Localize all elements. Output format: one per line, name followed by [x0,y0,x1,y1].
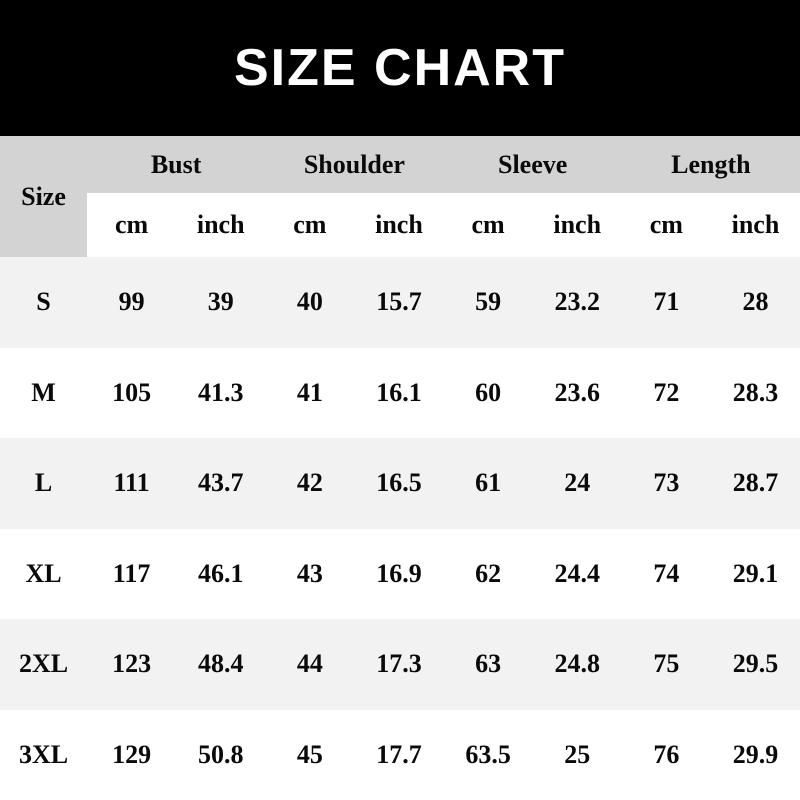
measurement-value: 24 [564,468,591,498]
measurement-value: 46.1 [197,558,244,588]
measurement-value: 59 [475,287,502,317]
unit-header: cm [114,210,149,239]
unit-header: cm [471,210,505,239]
measurement-value: 50.8 [197,739,244,769]
size-column-header: Size [0,136,87,257]
measurement-value: 63.5 [465,739,511,769]
measurement-value: 24.4 [554,558,600,588]
measurement-value: 76 [653,739,680,769]
measurement-value: 25 [564,739,591,769]
measurement-value: 99 [118,287,145,317]
size-label: 3XL [18,739,69,769]
unit-header: cm [293,210,327,239]
measurement-value: 29.5 [732,649,779,679]
table-row: 3XL 129 50.8 45 17.7 63.5 25 76 29.9 [0,709,800,800]
measurement-value: 62 [475,558,502,588]
measurement-value: 105 [112,377,152,407]
size-label: 2XL [18,649,69,679]
group-header-sleeve: Sleeve [497,149,568,179]
measurement-value: 48.4 [197,649,244,679]
measurement-value: 16.9 [376,558,422,588]
measurement-value: 117 [112,558,151,588]
unit-header: inch [375,210,423,239]
measurement-value: 60 [475,377,502,407]
unit-header: inch [196,210,245,239]
table-row: XL 117 46.1 43 16.9 62 24.4 74 29.1 [0,528,800,619]
group-header-bust: Bust [150,149,202,179]
measurement-value: 63 [475,649,502,679]
table-row: 2XL 123 48.4 44 17.3 63 24.8 75 29.5 [0,619,800,710]
group-header-length: Length [671,149,751,179]
measurement-value: 61 [475,468,502,498]
measurement-value: 29.9 [732,739,779,769]
measurement-value: 73 [653,468,680,498]
group-header-row: Size Bust Shoulder Sleeve Length [0,136,800,257]
measurement-value: 28.7 [732,468,779,498]
measurement-value: 17.3 [376,649,422,679]
measurement-value: 15.7 [376,287,422,317]
size-table-body: S 99 39 40 15.7 59 23.2 71 28 M 105 41.3 41 16.1 60 23.… [0,257,800,800]
size-label: M [31,377,56,407]
size-label: S [36,287,51,317]
measurement-value: 41 [296,377,323,407]
table-row: S 99 39 40 15.7 59 23.2 71 28 [0,257,800,348]
measurement-value: 24.8 [554,649,600,679]
page-title: SIZE CHART [234,39,566,97]
measurement-value: 111 [113,468,150,498]
size-label: XL [25,558,62,588]
unit-header: cm [649,210,683,239]
measurement-value: 41.3 [197,377,244,407]
unit-header: inch [731,210,780,239]
measurement-value: 43.7 [197,468,244,498]
unit-header: inch [553,210,602,239]
size-label: L [34,468,53,498]
measurement-value: 75 [653,649,680,679]
measurement-value: 23.6 [554,377,600,407]
measurement-value: 42 [296,468,323,498]
measurement-value: 29.1 [732,558,779,588]
measurement-value: 43 [296,558,323,588]
size-chart-table: Size Bust Shoulder Sleeve Length cm inch… [0,136,800,800]
table-row: M 105 41.3 41 16.1 60 23.6 72 28.3 [0,347,800,438]
measurement-value: 23.2 [554,287,600,317]
measurement-value: 45 [296,739,323,769]
measurement-value: 72 [653,377,680,407]
measurement-value: 28.3 [732,377,779,407]
measurement-value: 44 [296,649,323,679]
measurement-value: 123 [112,649,152,679]
measurement-value: 17.7 [376,739,422,769]
measurement-value: 74 [653,558,680,588]
title-bar: SIZE CHART [0,0,800,136]
measurement-value: 40 [296,287,323,317]
unit-header-row: cm inch cm inch cm inch cm inch [0,193,800,257]
group-header-shoulder: Shoulder [303,149,405,179]
measurement-value: 16.5 [376,468,422,498]
measurement-value: 39 [207,287,234,317]
table-row: L 111 43.7 42 16.5 61 24 73 28.7 [0,438,800,529]
measurement-value: 28 [742,287,769,317]
measurement-value: 16.1 [376,377,422,407]
measurement-value: 71 [653,287,680,317]
measurement-value: 129 [112,739,152,769]
